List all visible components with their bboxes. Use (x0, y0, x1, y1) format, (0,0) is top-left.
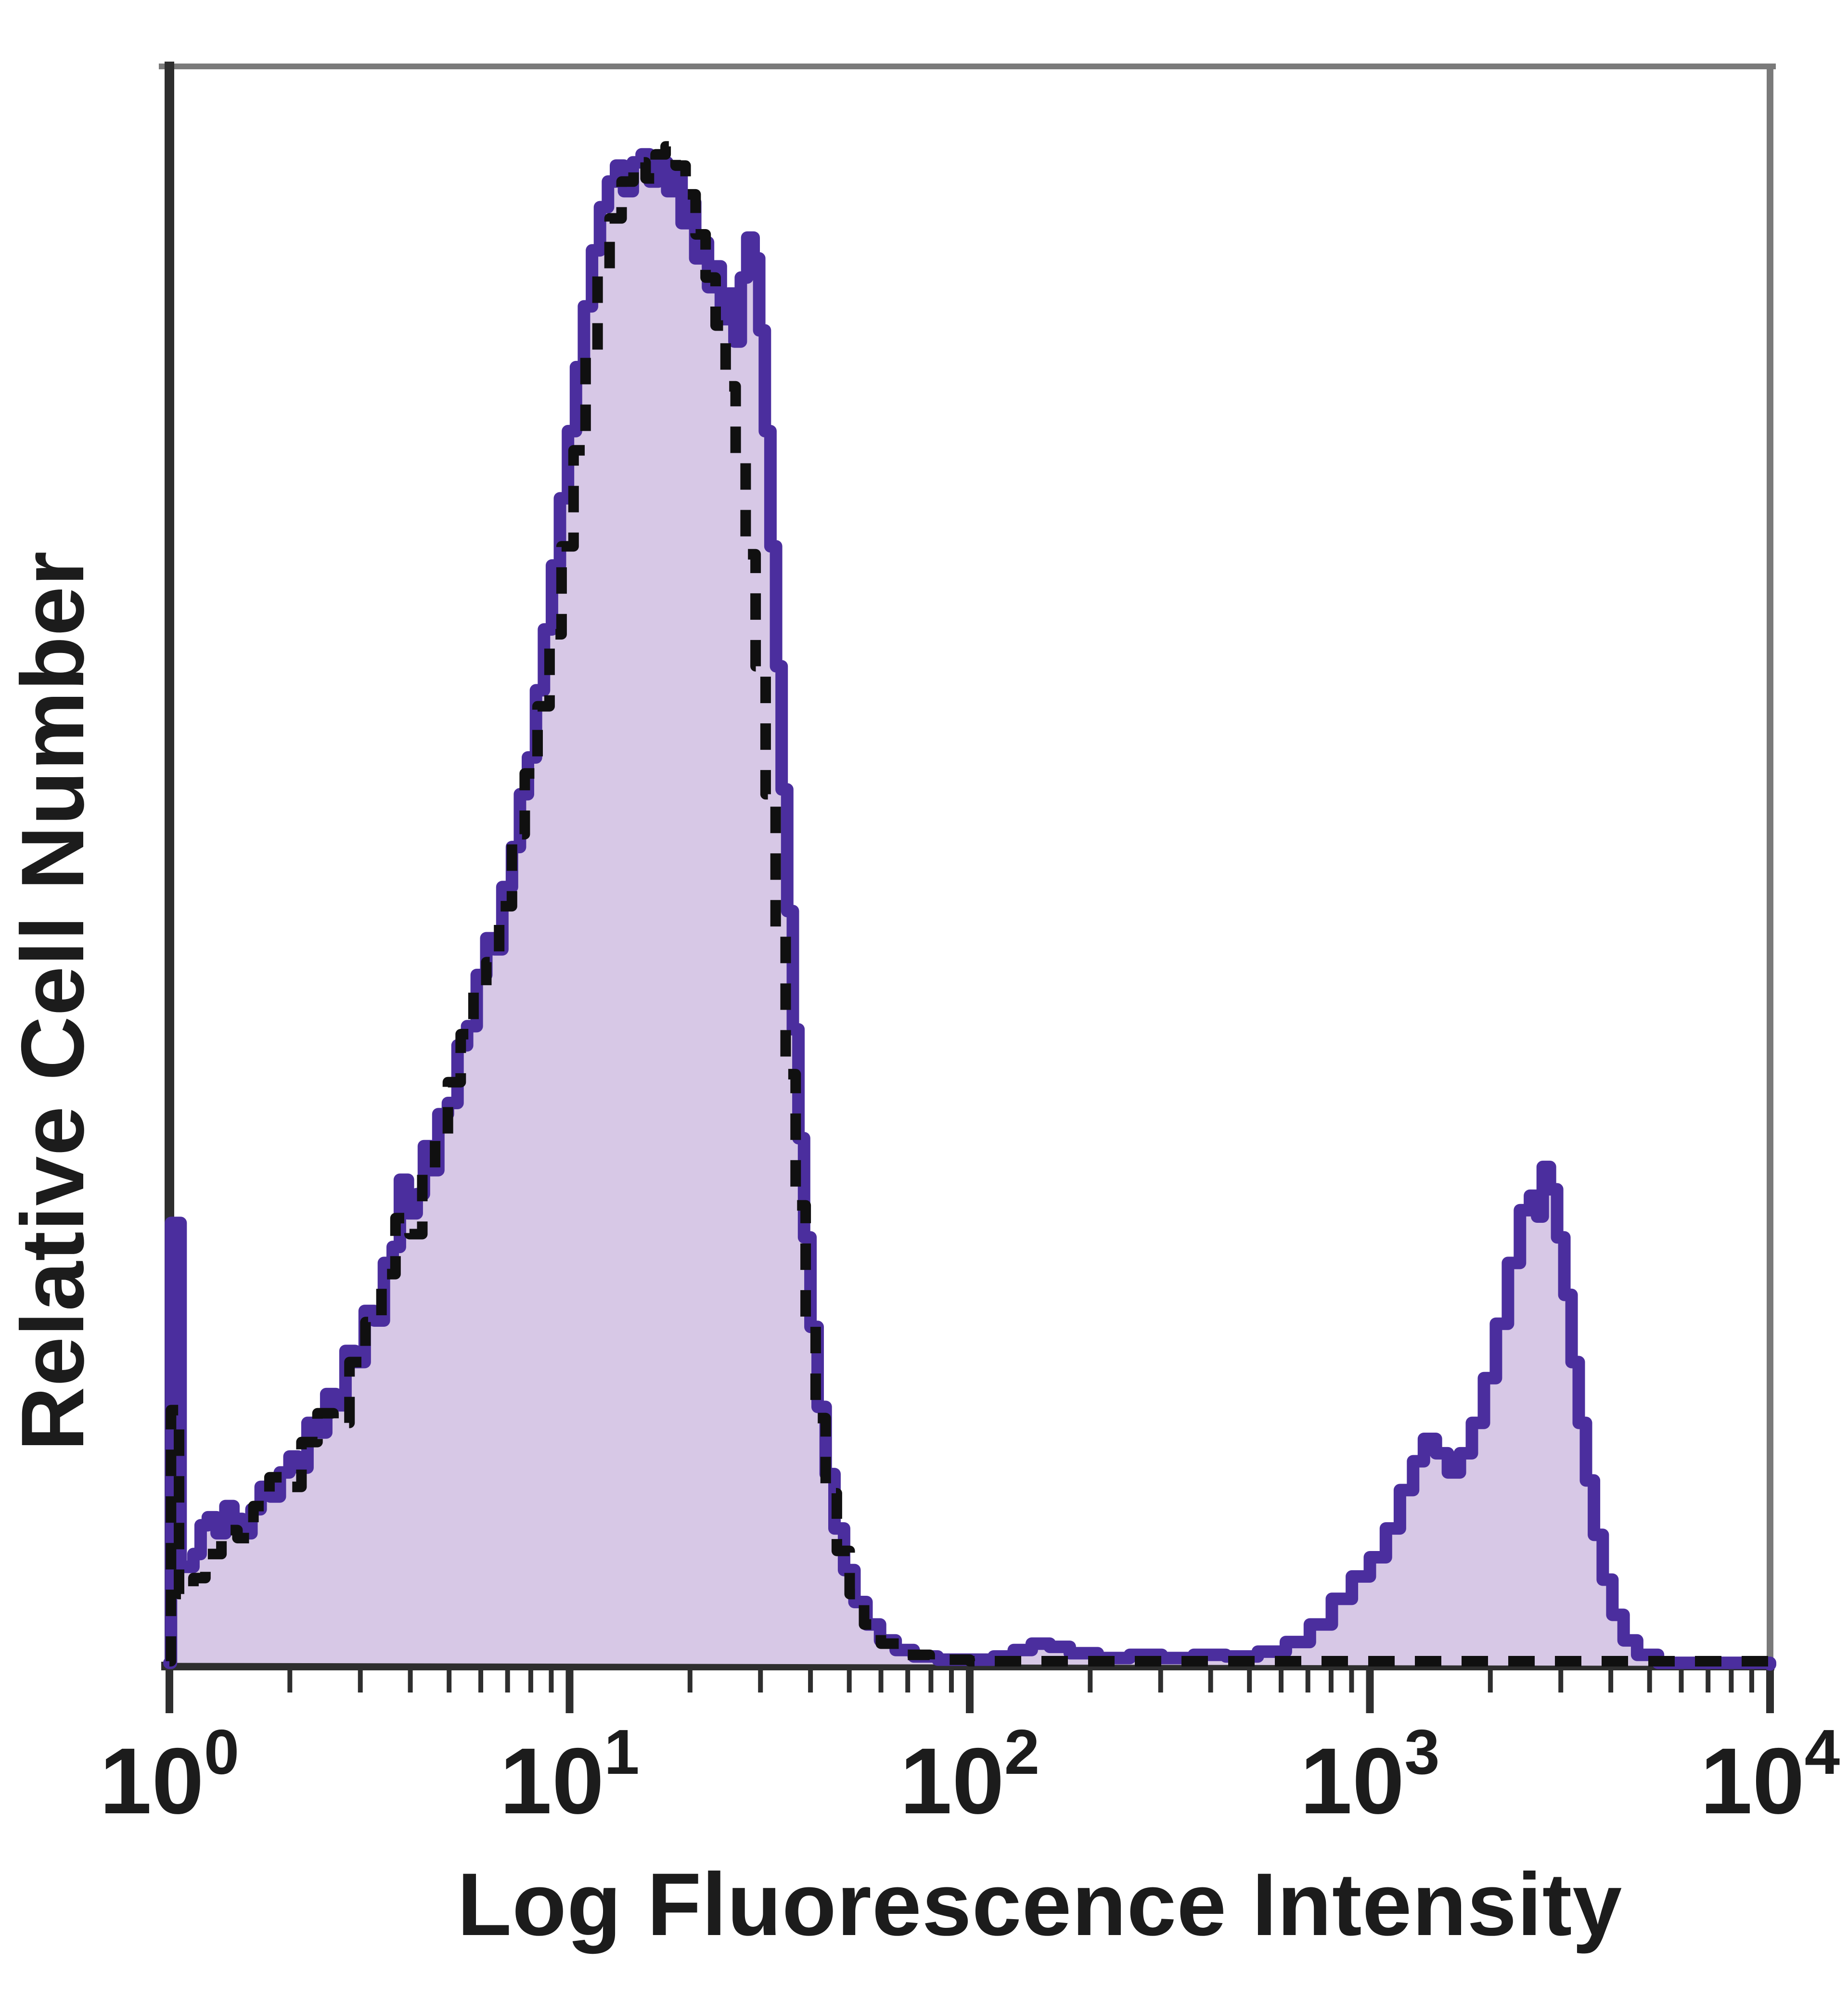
y-axis-title: Relative Cell Number (3, 551, 103, 1451)
x-tick-label-1e4: 104 (1700, 1717, 1840, 1833)
x-tick-label-1e0: 100 (100, 1717, 239, 1833)
x-tick-label-1e3: 103 (1300, 1717, 1439, 1833)
x-tick-label-1e2: 102 (900, 1717, 1040, 1833)
stained-histogram-curve (163, 148, 1776, 1671)
stained-histogram-fill (169, 154, 1770, 1666)
x-tick-label-1e1: 101 (500, 1717, 639, 1833)
control-dashed-curve (166, 141, 1770, 1667)
x-axis-title: Log Fluorescence Intensity (457, 1855, 1623, 1954)
